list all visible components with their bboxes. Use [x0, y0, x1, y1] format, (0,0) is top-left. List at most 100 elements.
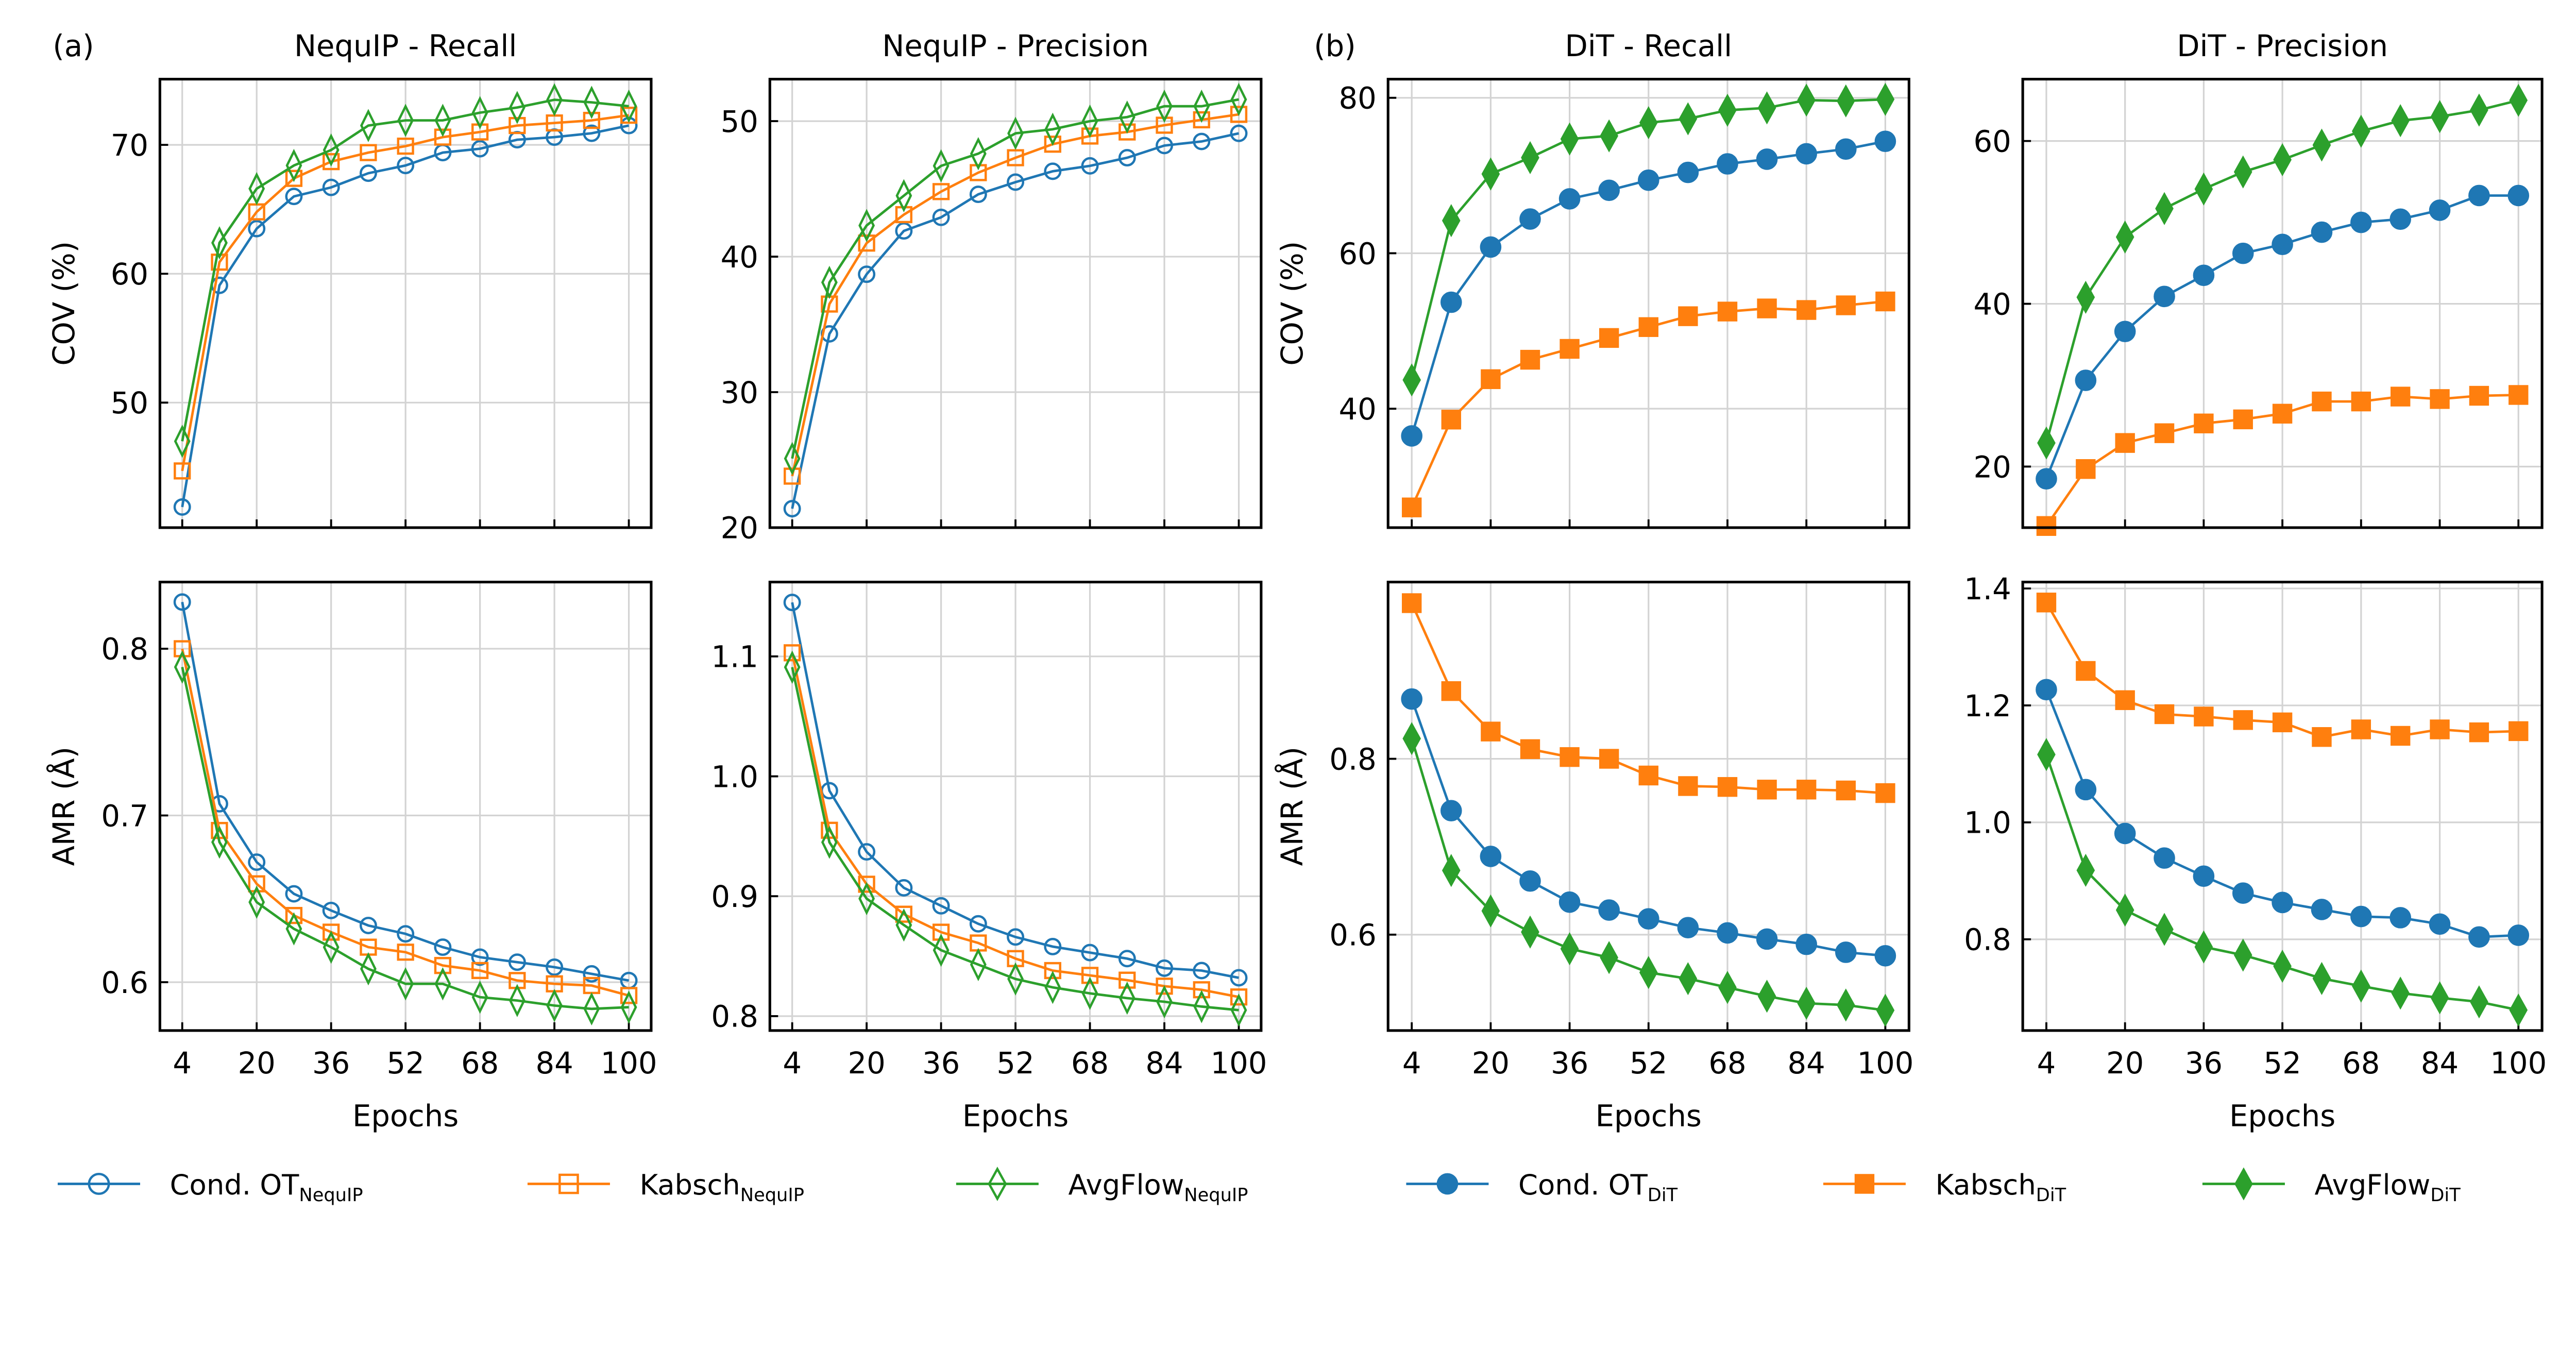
- y-tick-label: 20: [1973, 450, 2011, 484]
- y-tick-label: 0.6: [101, 966, 148, 1000]
- data-point: [2154, 704, 2175, 725]
- data-point: [1558, 188, 1581, 210]
- x-tick-label: 68: [1708, 1046, 1746, 1081]
- subplot-1: 20 30 40 50 NequIP - Precision: [721, 29, 1263, 546]
- data-point: [1598, 899, 1620, 921]
- x-axis-label: Epochs: [1596, 1099, 1702, 1133]
- y-tick-label: 50: [111, 386, 148, 420]
- legend-label: KabschDiT: [1936, 1169, 2066, 1206]
- data-point: [1796, 300, 1817, 320]
- data-point: [1756, 928, 1778, 950]
- data-point: [2114, 321, 2136, 343]
- data-point: [1118, 123, 1136, 141]
- data-point: [583, 86, 600, 119]
- legend-label-subscript: NequIP: [299, 1185, 363, 1206]
- data-point: [2075, 369, 2097, 391]
- data-point: [1156, 137, 1173, 155]
- data-point: [1193, 89, 1210, 123]
- y-tick-label: 60: [1339, 237, 1377, 271]
- data-point: [1677, 161, 1699, 183]
- legend-marker-square: [1854, 1174, 1875, 1194]
- data-point: [1156, 978, 1173, 995]
- data-point: [1230, 988, 1248, 1006]
- series-avgflow-dit: [2037, 738, 2528, 1027]
- x-tick-label: 36: [312, 1046, 350, 1081]
- axes-frame: [158, 580, 653, 1032]
- data-point: [620, 987, 638, 1004]
- legend-label: AvgFlowDiT: [2315, 1169, 2461, 1206]
- data-point: [2509, 721, 2529, 742]
- data-point: [1193, 981, 1210, 999]
- data-point: [323, 930, 340, 964]
- data-point: [248, 885, 265, 919]
- series-kabsch-nequip: [784, 106, 1248, 485]
- data-point: [2036, 679, 2057, 701]
- data-point: [546, 83, 563, 116]
- data-point: [2115, 433, 2135, 453]
- series-kabsch-dit: [1401, 291, 1895, 517]
- series-avgflow-nequip: [784, 82, 1247, 476]
- series-avgflow-nequip: [174, 83, 637, 458]
- data-point: [471, 96, 488, 129]
- data-point: [1521, 915, 1539, 949]
- data-point: [248, 220, 266, 238]
- data-point: [1600, 119, 1619, 153]
- y-tick-label: 0.8: [1329, 742, 1377, 777]
- y-tick-label: 1.2: [1964, 689, 2011, 723]
- data-point: [1230, 82, 1247, 116]
- data-point: [2194, 413, 2214, 433]
- data-point: [1193, 132, 1211, 150]
- data-point: [2076, 459, 2096, 479]
- y-axis-label: COV (%): [47, 241, 81, 366]
- data-point: [2233, 938, 2252, 972]
- data-point: [1044, 938, 1062, 955]
- data-point: [2233, 710, 2253, 730]
- data-point: [2350, 905, 2372, 928]
- data-point: [784, 650, 801, 684]
- data-point: [174, 640, 191, 658]
- data-point: [2468, 184, 2490, 207]
- data-point: [1230, 993, 1247, 1027]
- data-point: [1876, 82, 1895, 116]
- data-point: [1481, 157, 1500, 191]
- data-point: [933, 933, 950, 967]
- x-tick-label: 4: [173, 1046, 192, 1081]
- x-tick-label: 4: [783, 1046, 802, 1081]
- data-point: [2351, 391, 2371, 412]
- x-tick-label: 100: [2490, 1046, 2547, 1081]
- y-tick-label: 1.0: [1964, 806, 2011, 840]
- x-tick-label: 68: [461, 1046, 499, 1081]
- data-point: [2194, 172, 2213, 206]
- series-line: [181, 114, 629, 471]
- x-tick-label: 84: [1145, 1046, 1183, 1081]
- data-point: [1637, 908, 1659, 930]
- data-point: [1044, 136, 1061, 153]
- data-point: [2469, 385, 2489, 406]
- data-point: [2193, 264, 2215, 287]
- legend-entry: AvgFlowNequIP: [956, 1167, 1248, 1206]
- y-tick-label: 0.8: [1964, 923, 2011, 957]
- data-point: [2036, 593, 2057, 613]
- data-point: [2390, 726, 2411, 746]
- series-kabsch-dit: [2036, 593, 2529, 747]
- legend-label-subscript: DiT: [1648, 1185, 1678, 1206]
- series-avgflow-dit: [1402, 82, 1895, 397]
- data-point: [858, 843, 876, 861]
- data-point: [2391, 976, 2410, 1010]
- data-point: [2076, 661, 2096, 681]
- data-point: [1081, 967, 1099, 984]
- data-point: [620, 89, 637, 123]
- data-point: [2036, 516, 2057, 536]
- data-point: [1401, 593, 1422, 613]
- data-point: [1638, 765, 1658, 786]
- data-point: [2233, 155, 2252, 189]
- data-point: [285, 170, 303, 187]
- x-tick-label: 52: [2263, 1046, 2301, 1081]
- data-point: [1044, 162, 1062, 180]
- data-point: [2352, 114, 2370, 148]
- data-point: [1480, 236, 1502, 258]
- data-point: [1679, 962, 1698, 996]
- y-tick-label: 70: [111, 128, 148, 163]
- data-point: [211, 226, 228, 260]
- data-point: [2076, 853, 2095, 887]
